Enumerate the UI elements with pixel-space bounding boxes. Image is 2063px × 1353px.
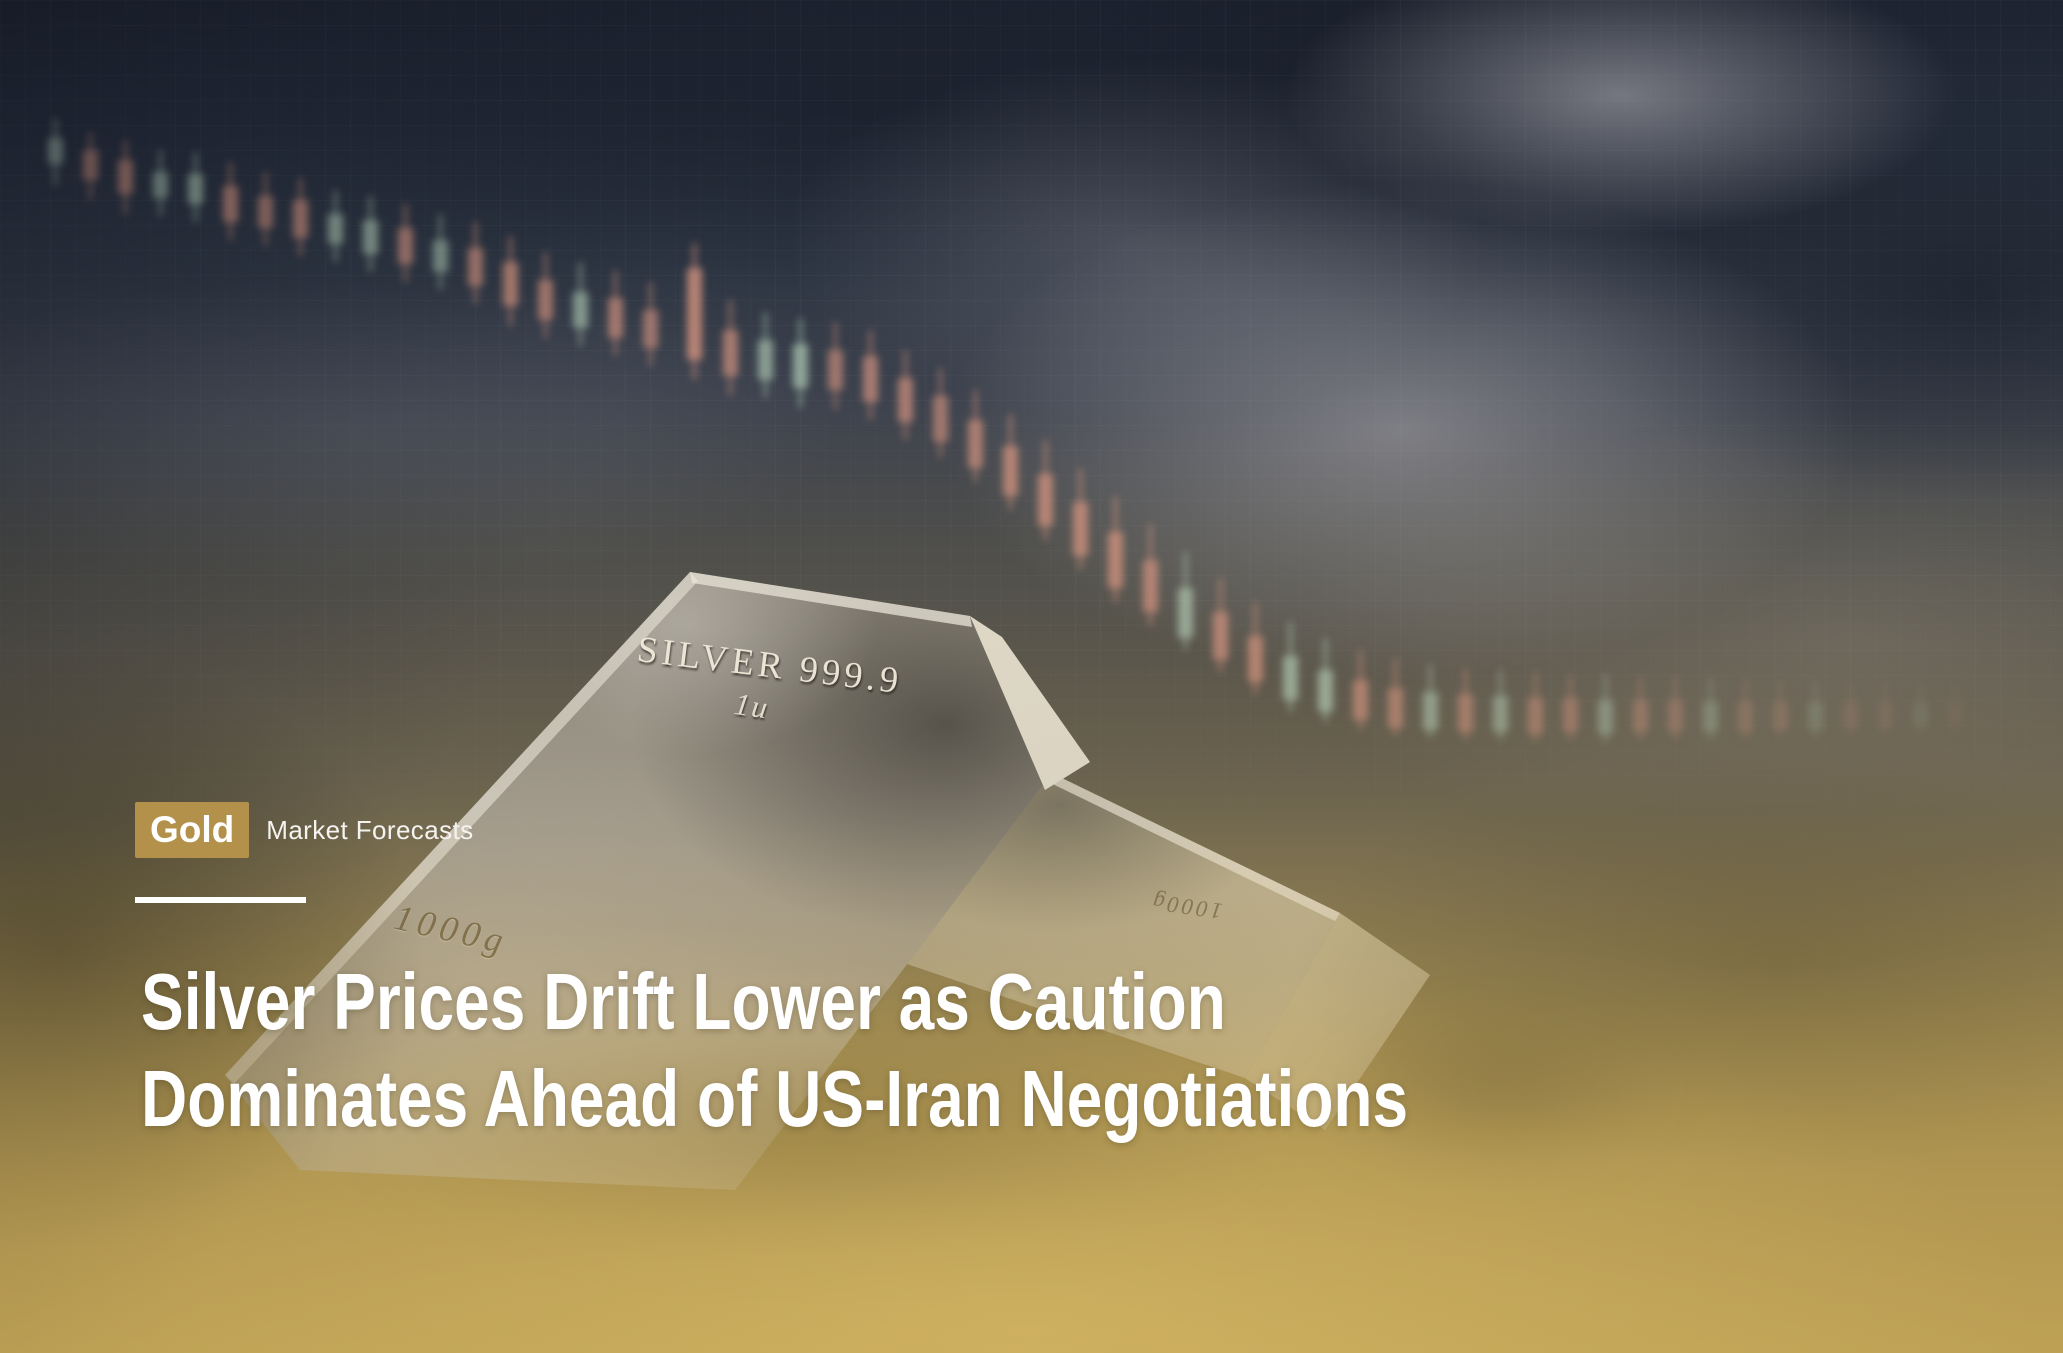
headline-line-1: Silver Prices Drift Lower as Caution [141,957,1226,1046]
title-divider [135,897,306,903]
gold-badge: Gold [135,802,250,858]
headline-line-2: Dominates Ahead of US-Iran Negotiations [141,1054,1409,1143]
article-headline: Silver Prices Drift Lower as Caution Dom… [141,953,1408,1147]
brand-row: Gold Market Forecasts [135,802,1725,858]
brand-tagline: Market Forecasts [266,814,474,845]
hero-text-block: Gold Market Forecasts Silver Prices Drif… [135,802,1725,1147]
